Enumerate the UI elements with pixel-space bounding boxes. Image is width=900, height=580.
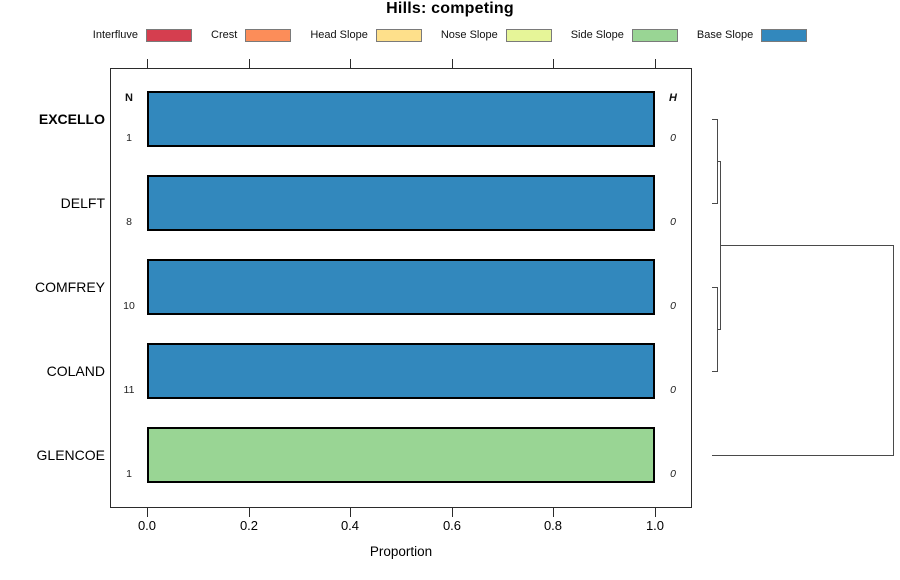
axis-tick-bottom (147, 508, 148, 517)
axis-tick-bottom (452, 508, 453, 517)
chart-title: Hills: competing (386, 0, 514, 17)
axis-tick-bottom (553, 508, 554, 517)
axis-tick-top (553, 59, 554, 68)
legend-label: Nose Slope (440, 29, 498, 41)
axis-tick-bottom (249, 508, 250, 517)
tick-label: 1.0 (645, 518, 665, 533)
h-value: 0 (670, 132, 676, 144)
bar (147, 175, 655, 231)
axis-tick-top (452, 59, 453, 68)
category-label: COLAND (46, 363, 105, 379)
legend-item: Base Slope (696, 28, 808, 42)
dendrogram-segment (712, 119, 717, 120)
legend-label: Base Slope (696, 29, 754, 41)
bar (147, 343, 655, 399)
legend-swatch (245, 28, 292, 42)
legend-item: Head Slope (310, 28, 422, 42)
dendrogram-segment (712, 287, 717, 288)
legend-swatch (761, 28, 808, 42)
bar (147, 427, 655, 483)
legend-swatch (146, 28, 193, 42)
legend-item: Crest (211, 28, 292, 42)
n-value: 10 (123, 300, 135, 312)
dendrogram-segment (717, 329, 720, 330)
n-value: 8 (126, 216, 132, 228)
bar (147, 259, 655, 315)
axis-tick-bottom (350, 508, 351, 517)
dendrogram-segment (893, 245, 894, 456)
h-column-header: H (669, 92, 677, 104)
tick-label: 0.2 (239, 518, 259, 533)
tick-label: 0.8 (543, 518, 563, 533)
n-value: 11 (123, 384, 135, 396)
legend: Interfluve Crest Head Slope Nose Slope Side … (45, 26, 855, 44)
legend-item: Interfluve (92, 28, 193, 42)
legend-label: Crest (211, 29, 238, 41)
dendrogram-segment (712, 455, 893, 456)
n-value: 1 (126, 468, 132, 480)
tick-label: 0.0 (137, 518, 157, 533)
axis-tick-top (655, 59, 656, 68)
category-label: GLENCOE (36, 447, 105, 463)
dendrogram-segment (712, 203, 717, 204)
legend-label: Side Slope (570, 29, 624, 41)
category-label: EXCELLO (38, 111, 105, 127)
bar (147, 91, 655, 147)
legend-swatch (505, 28, 552, 42)
legend-item: Side Slope (570, 28, 678, 42)
tick-label: 0.6 (442, 518, 462, 533)
legend-label: Interfluve (92, 29, 139, 41)
dendrogram-segment (712, 371, 717, 372)
n-value: 1 (126, 132, 132, 144)
legend-item: Nose Slope (440, 28, 552, 42)
x-axis-label: Proportion (369, 544, 433, 559)
legend-swatch (631, 28, 678, 42)
n-column-header: N (125, 92, 133, 104)
axis-tick-bottom (655, 508, 656, 517)
axis-tick-top (350, 59, 351, 68)
category-label: COMFREY (35, 279, 105, 295)
axis-tick-top (249, 59, 250, 68)
dendrogram-segment (717, 161, 720, 162)
legend-swatch (375, 28, 422, 42)
category-label: DELFT (60, 195, 105, 211)
legend-label: Head Slope (310, 29, 368, 41)
axis-tick-top (147, 59, 148, 68)
h-value: 0 (670, 300, 676, 312)
tick-label: 0.4 (340, 518, 360, 533)
h-value: 0 (670, 216, 676, 228)
h-value: 0 (670, 384, 676, 396)
h-value: 0 (670, 468, 676, 480)
dendrogram-segment (720, 245, 893, 246)
